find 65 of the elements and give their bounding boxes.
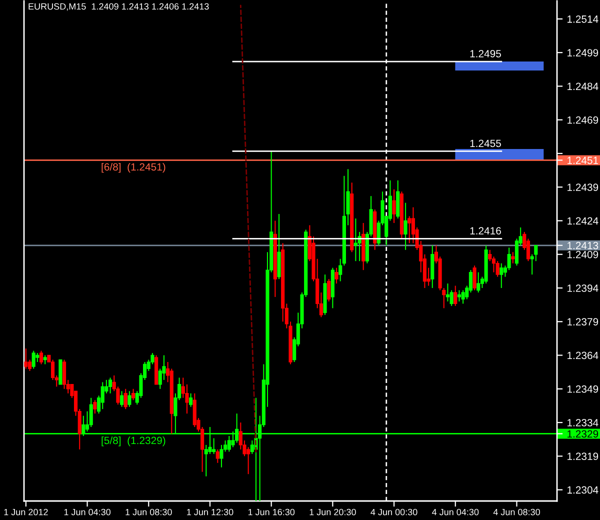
candlestick bbox=[100, 382, 104, 410]
y-tick-label: 1.2439 bbox=[568, 184, 598, 191]
candlestick bbox=[89, 397, 93, 428]
candlestick bbox=[32, 350, 36, 370]
candlestick bbox=[108, 377, 112, 394]
candlestick bbox=[246, 446, 250, 475]
x-tick-label: 1 Jun 04:30 bbox=[64, 508, 111, 516]
series-label: 1.2455 bbox=[470, 140, 501, 148]
y-tick-label: 1.2364 bbox=[568, 352, 598, 360]
series-label: 1.2416 bbox=[470, 227, 501, 235]
x-tick-label: 4 Jun 00:30 bbox=[370, 508, 418, 516]
y-tick-label: 1.2413 bbox=[568, 242, 598, 250]
candlestick bbox=[327, 278, 331, 302]
y-tick-label: 1.2484 bbox=[568, 82, 598, 90]
candlestick bbox=[392, 188, 396, 224]
y-tick-label: 1.2424 bbox=[568, 217, 598, 225]
series-label: 1.2495 bbox=[470, 50, 501, 58]
candlestick bbox=[212, 438, 216, 454]
x-tick-label: 1 Jun 12:30 bbox=[187, 508, 234, 516]
candlestick bbox=[120, 390, 124, 408]
candlestick bbox=[534, 244, 538, 262]
candlestick bbox=[334, 267, 338, 284]
ref-line-label: [5/8] (1.2329) bbox=[102, 436, 166, 446]
y-tick-label: 1.2349 bbox=[568, 385, 598, 393]
x-tick-label: 1 Jun 08:30 bbox=[126, 508, 172, 516]
y-tick-label: 1.2379 bbox=[568, 318, 598, 326]
candlestick bbox=[454, 285, 458, 306]
y-tick-label: 1.2304 bbox=[568, 486, 598, 494]
y-tick-label: 1.2394 bbox=[568, 284, 598, 292]
candlestick bbox=[500, 262, 504, 289]
candlestick bbox=[404, 202, 408, 250]
candlestick bbox=[461, 290, 465, 304]
y-tick-label: 1.2329 bbox=[568, 430, 598, 438]
candlestick bbox=[457, 290, 462, 302]
candlestick bbox=[472, 265, 476, 291]
candlestick bbox=[124, 388, 128, 410]
candlestick bbox=[24, 348, 28, 370]
candlestick bbox=[189, 392, 193, 408]
y-tick-label: 1.2409 bbox=[568, 250, 598, 258]
y-tick-label: 1.2469 bbox=[568, 116, 598, 124]
candlestick bbox=[131, 388, 136, 401]
candlestick bbox=[39, 350, 44, 365]
y-tick-label: 1.2334 bbox=[568, 419, 598, 426]
chart-title: EURUSD,M15 1.2409 1.2413 1.2406 1.2413 bbox=[28, 3, 209, 11]
candlestick bbox=[446, 282, 450, 302]
y-tick-label: 1.2499 bbox=[568, 49, 598, 56]
x-tick-label: 1 Jun 20:30 bbox=[310, 508, 356, 516]
y-tick-label: 1.2451 bbox=[568, 156, 598, 164]
candlestick bbox=[250, 440, 254, 454]
candlestick bbox=[220, 444, 224, 468]
y-tick-label: 1.2514 bbox=[568, 15, 598, 23]
candlestick bbox=[408, 216, 412, 244]
candlestick bbox=[216, 448, 220, 464]
candlestick bbox=[93, 400, 97, 414]
x-tick-label: 1 Jun 2012 bbox=[4, 508, 48, 516]
y-tick-label: 1.2319 bbox=[568, 452, 598, 460]
candlestick bbox=[128, 390, 132, 408]
candlestick bbox=[476, 272, 480, 293]
ref-line-label: [6/8] (1.2451) bbox=[102, 162, 166, 173]
x-tick-label: 4 Jun 08:30 bbox=[493, 508, 540, 516]
x-tick-label: 4 Jun 04:30 bbox=[432, 508, 479, 516]
candlestick bbox=[62, 359, 66, 390]
x-tick-label: 1 Jun 16:30 bbox=[248, 508, 295, 516]
candlestick bbox=[450, 290, 454, 306]
candlestick bbox=[496, 260, 500, 278]
